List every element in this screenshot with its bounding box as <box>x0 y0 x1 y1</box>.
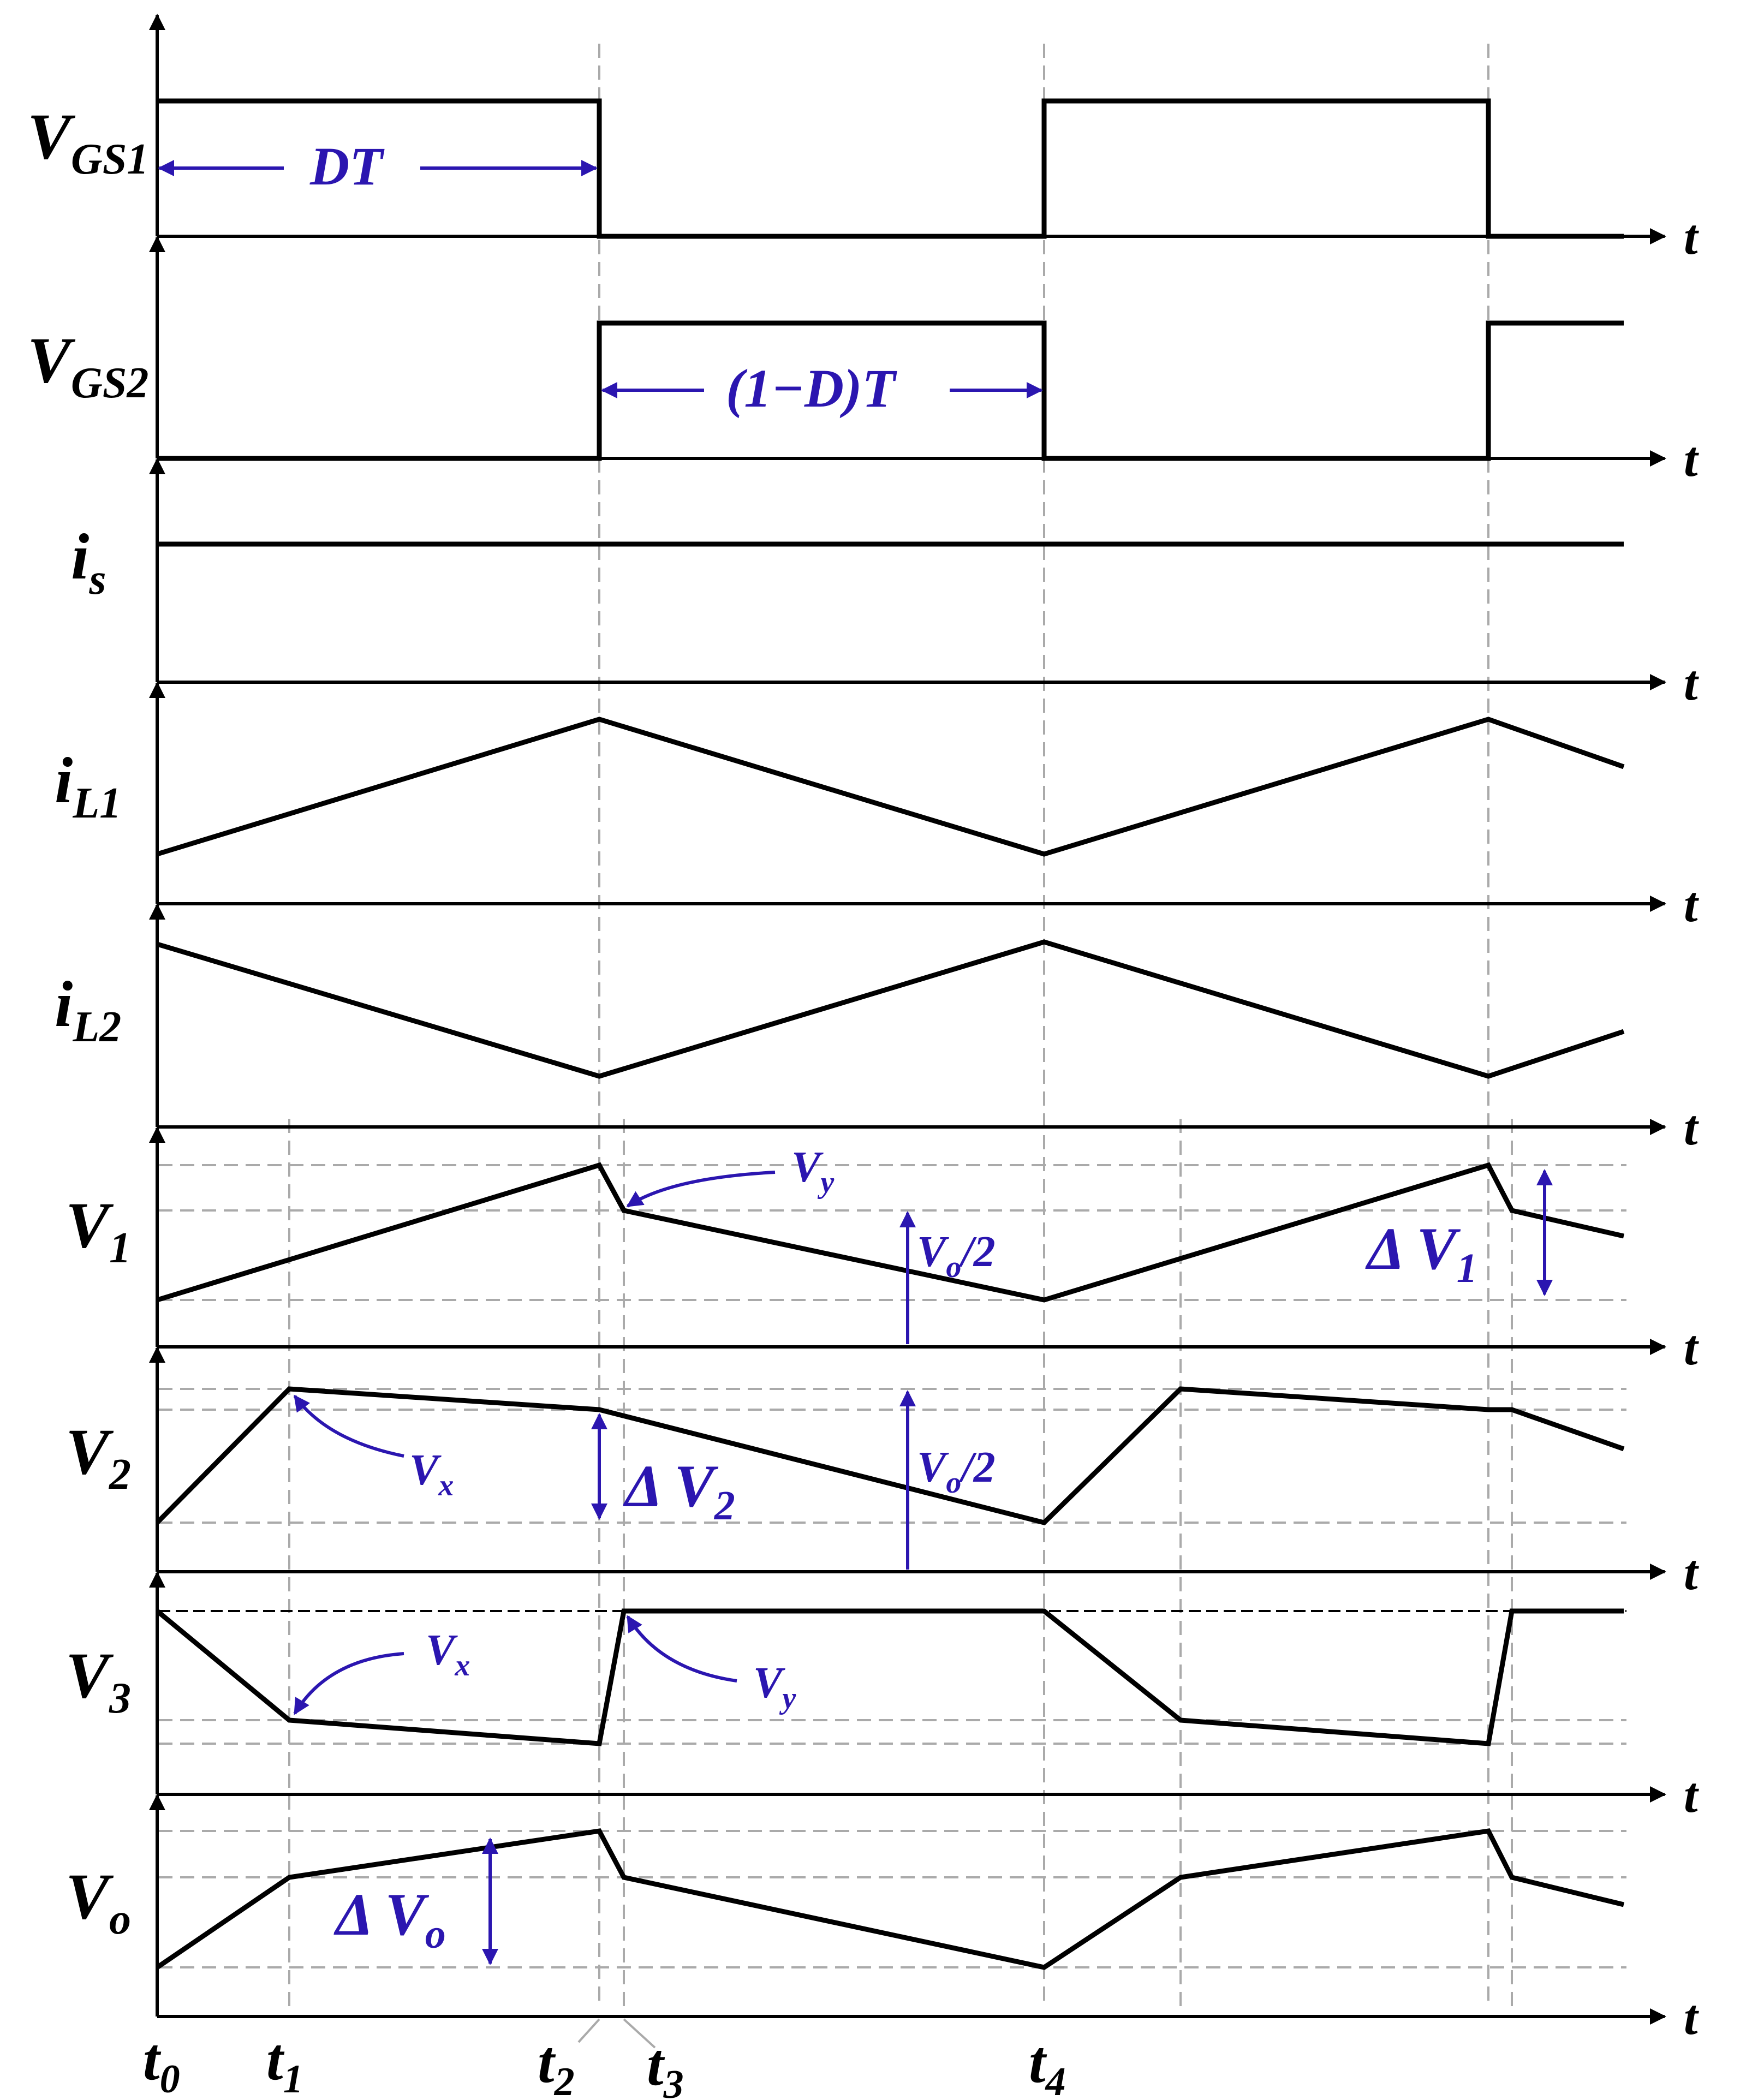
vy-label-v1: Vy <box>791 1143 835 1200</box>
duty-on-label: DT <box>309 136 385 196</box>
t-label-vo: t <box>1684 1989 1699 2045</box>
t3-leader <box>623 2018 656 2049</box>
waveform-v1 <box>156 1162 1625 1303</box>
marker-t0: t0 <box>143 2026 180 2100</box>
t-label-v2: t <box>1684 1544 1699 1600</box>
label-v1: V1 <box>65 1189 131 1272</box>
time-markers: t0 t1 t2 t3 t4 <box>143 2026 1066 2100</box>
label-vgs2: VGS2 <box>27 324 148 407</box>
vx-pointer-v3 <box>293 1652 404 1715</box>
waveform-vgs2 <box>157 320 1624 461</box>
t-label-v1: t <box>1684 1320 1699 1375</box>
label-v3: V3 <box>65 1639 131 1722</box>
vx-pointer-v2 <box>293 1394 404 1458</box>
t-label-il2: t <box>1684 1100 1699 1155</box>
vo-half-label-v1: Vo/2 <box>917 1228 996 1284</box>
marker-t1: t1 <box>266 2026 303 2100</box>
t-label-il1: t <box>1684 876 1699 932</box>
label-il2: iL2 <box>55 968 121 1051</box>
delta-v1-label: Δ V1 <box>1365 1215 1477 1291</box>
axes <box>149 14 1666 2025</box>
annotation-labels: DT (1−D)T Vy Δ V1 Vo/2 Vx Δ V2 Vo/2 Vx V… <box>309 136 1477 1957</box>
channel-labels: VGS1 VGS2 is iL1 iL2 V1 V2 V3 Vo <box>27 100 148 1943</box>
marker-t2: t2 <box>538 2029 575 2100</box>
label-vo: Vo <box>65 1860 131 1943</box>
vo-half-label-v2: Vo/2 <box>917 1443 996 1500</box>
t-label-is: t <box>1684 655 1699 711</box>
t-label-vgs1: t <box>1684 209 1699 265</box>
delta-v2-label: Δ V2 <box>623 1453 735 1529</box>
waveform-vo <box>156 1828 1625 1970</box>
duty-off-label: (1−D)T <box>726 358 897 419</box>
level-guides <box>158 1164 1626 1968</box>
t-label-vgs2: t <box>1684 431 1699 487</box>
waveform-il1 <box>156 717 1625 857</box>
time-axis-labels: t t t t t t t t t <box>1684 209 1699 2045</box>
label-v2: V2 <box>65 1415 131 1499</box>
annotations <box>158 160 1553 1965</box>
vx-label-v3: Vx <box>426 1626 470 1683</box>
t-label-v3: t <box>1684 1767 1699 1823</box>
delta-vo-label: Δ Vo <box>333 1881 446 1957</box>
label-il1: iL1 <box>55 744 121 827</box>
waveform-v3 <box>156 1608 1624 1746</box>
waveform-vgs1 <box>157 98 1624 239</box>
label-is: is <box>71 520 106 604</box>
marker-t4: t4 <box>1029 2029 1066 2100</box>
vy-pointer-v1 <box>626 1171 776 1208</box>
label-vgs1: VGS1 <box>27 100 148 183</box>
waveforms <box>155 98 1625 1970</box>
marker-t3: t3 <box>647 2031 684 2100</box>
waveform-il2 <box>156 939 1625 1079</box>
vx-label-v2: Vx <box>409 1446 454 1502</box>
marker-leaders <box>577 2018 656 2049</box>
vy-pointer-v3 <box>626 1615 737 1683</box>
vy-label-v3: Vy <box>753 1659 796 1715</box>
waveform-v2 <box>155 1386 1625 1525</box>
t2-leader <box>577 2018 600 2043</box>
